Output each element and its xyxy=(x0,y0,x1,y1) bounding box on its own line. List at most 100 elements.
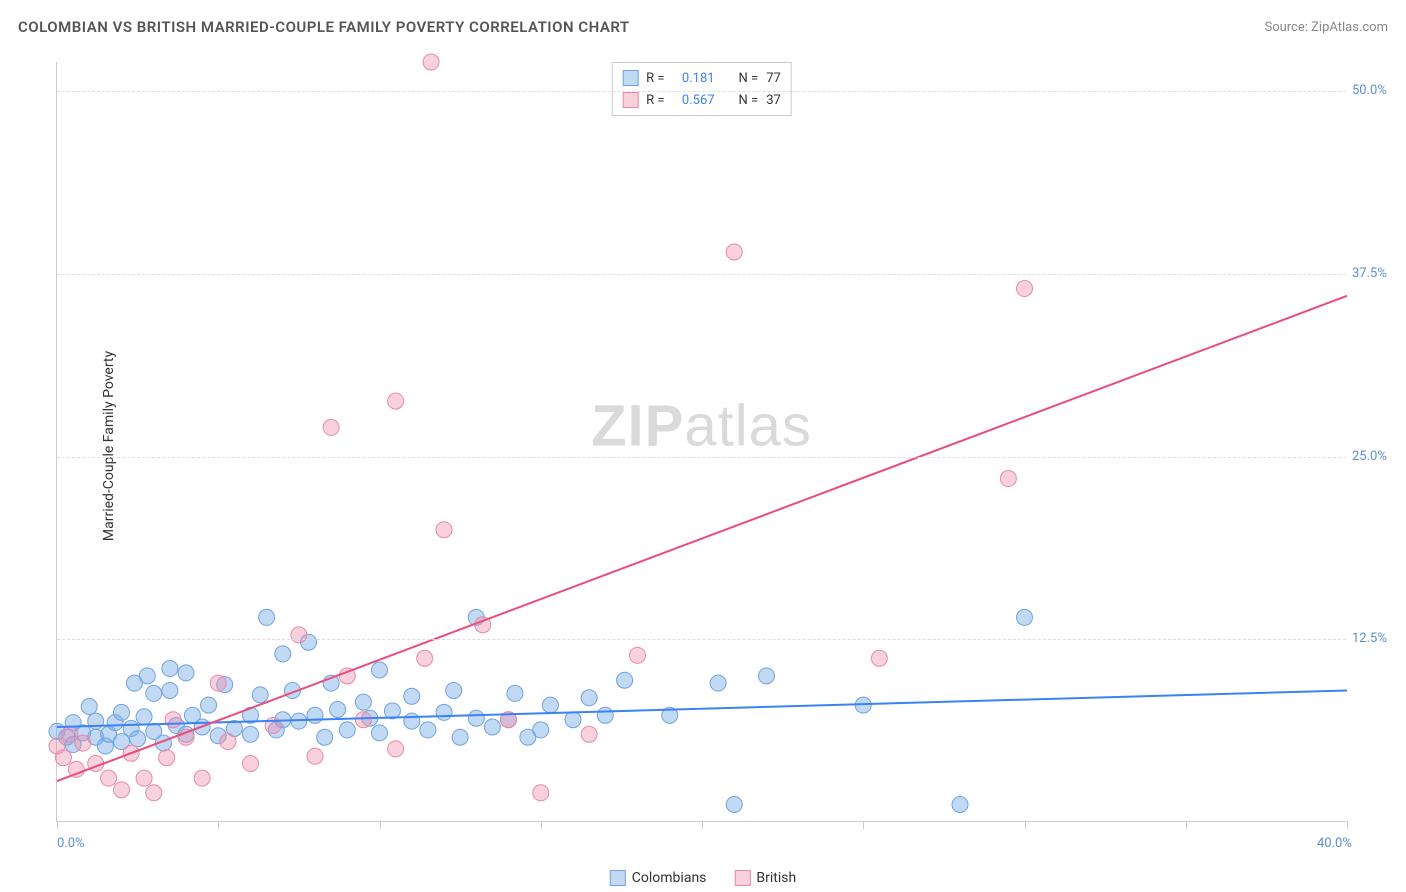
data-point xyxy=(114,782,130,798)
data-point xyxy=(436,704,452,720)
data-point xyxy=(136,709,152,725)
data-point xyxy=(355,712,371,728)
data-point xyxy=(101,770,117,786)
data-point xyxy=(565,712,581,728)
data-point xyxy=(726,796,742,812)
chart-title: COLOMBIAN VS BRITISH MARRIED-COUPLE FAMI… xyxy=(18,18,630,36)
data-point xyxy=(871,650,887,666)
data-point xyxy=(533,785,549,801)
x-tick-label: 0.0% xyxy=(57,836,85,851)
data-point xyxy=(130,731,146,747)
data-point xyxy=(146,685,162,701)
data-point xyxy=(726,244,742,260)
data-point xyxy=(330,701,346,717)
data-point xyxy=(339,722,355,738)
data-point xyxy=(307,748,323,764)
legend-item-colombians: Colombians xyxy=(610,870,707,886)
data-point xyxy=(252,687,268,703)
data-point xyxy=(468,710,484,726)
data-point xyxy=(136,770,152,786)
scatter-svg xyxy=(57,62,1347,822)
x-tick xyxy=(1347,821,1348,829)
gridline xyxy=(57,91,1346,92)
gridline xyxy=(57,274,1346,275)
x-tick xyxy=(380,821,381,829)
data-point xyxy=(417,650,433,666)
data-point xyxy=(404,713,420,729)
data-point xyxy=(1017,281,1033,297)
y-tick-label: 50.0% xyxy=(1352,83,1406,98)
x-tick xyxy=(218,821,219,829)
data-point xyxy=(162,682,178,698)
chart-header: COLOMBIAN VS BRITISH MARRIED-COUPLE FAMI… xyxy=(18,18,1388,36)
data-point xyxy=(542,697,558,713)
data-point xyxy=(484,719,500,735)
data-point xyxy=(423,54,439,70)
data-point xyxy=(220,734,236,750)
data-point xyxy=(259,609,275,625)
data-point xyxy=(291,627,307,643)
data-point xyxy=(178,665,194,681)
gridline xyxy=(57,639,1346,640)
data-point xyxy=(75,735,91,751)
data-point xyxy=(275,646,291,662)
x-tick xyxy=(1025,821,1026,829)
data-point xyxy=(114,704,130,720)
correlation-stat-box: R = 0.181 N = 77 R = 0.567 N = 37 xyxy=(611,62,792,116)
data-point xyxy=(355,694,371,710)
data-point xyxy=(1017,609,1033,625)
data-point xyxy=(159,750,175,766)
y-tick-label: 37.5% xyxy=(1352,266,1406,281)
data-point xyxy=(420,722,436,738)
legend-swatch-colombians xyxy=(610,870,626,886)
x-tick xyxy=(702,821,703,829)
data-point xyxy=(759,668,775,684)
data-point xyxy=(952,796,968,812)
data-point xyxy=(243,726,259,742)
data-point xyxy=(710,675,726,691)
data-point xyxy=(388,741,404,757)
x-tick xyxy=(863,821,864,829)
data-point xyxy=(139,668,155,684)
chart-plot-area: ZIPatlas R = 0.181 N = 77 R = 0.567 N = … xyxy=(56,62,1346,822)
x-tick xyxy=(1186,821,1187,829)
data-point xyxy=(372,725,388,741)
data-point xyxy=(55,750,71,766)
x-tick-label: 40.0% xyxy=(1317,836,1352,851)
chart-source: Source: ZipAtlas.com xyxy=(1264,20,1388,35)
bottom-legend: Colombians British xyxy=(610,870,796,886)
data-point xyxy=(323,419,339,435)
data-point xyxy=(630,647,646,663)
x-tick xyxy=(541,821,542,829)
data-point xyxy=(165,712,181,728)
data-point xyxy=(533,722,549,738)
legend-swatch-british xyxy=(734,870,750,886)
data-point xyxy=(194,770,210,786)
data-point xyxy=(307,707,323,723)
swatch-british xyxy=(622,92,638,108)
x-tick xyxy=(57,821,58,829)
data-point xyxy=(317,729,333,745)
data-point xyxy=(81,699,97,715)
y-tick-label: 25.0% xyxy=(1352,449,1406,464)
data-point xyxy=(146,785,162,801)
swatch-colombians xyxy=(622,70,638,86)
y-tick-label: 12.5% xyxy=(1352,631,1406,646)
legend-item-british: British xyxy=(734,870,796,886)
data-point xyxy=(617,672,633,688)
data-point xyxy=(597,707,613,723)
data-point xyxy=(446,682,462,698)
data-point xyxy=(243,756,259,772)
data-point xyxy=(372,662,388,678)
data-point xyxy=(581,726,597,742)
gridline xyxy=(57,457,1346,458)
data-point xyxy=(1000,471,1016,487)
stat-row-colombians: R = 0.181 N = 77 xyxy=(622,67,781,89)
data-point xyxy=(210,675,226,691)
data-point xyxy=(507,685,523,701)
data-point xyxy=(404,688,420,704)
stat-row-british: R = 0.567 N = 37 xyxy=(622,89,781,111)
data-point xyxy=(162,661,178,677)
data-point xyxy=(388,393,404,409)
data-point xyxy=(436,522,452,538)
